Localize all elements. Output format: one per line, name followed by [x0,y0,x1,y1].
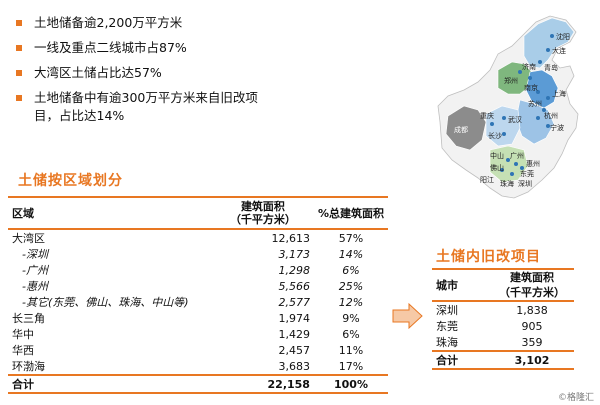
bullet-2: 一线及重点二线城市占87% [10,39,330,57]
header-area: 建筑面积 （千平方米） [211,196,314,230]
table-row: 大湾区 12,613 57% [12,231,364,245]
label-shenyang: 沈阳 [556,32,570,41]
table-row: 长三角 1,974 9% [12,311,360,325]
label-wuhan: 武汉 [508,115,522,124]
renewal-table-header: 城市 建筑面积 （千平方米） [432,268,574,302]
label-guangzhou: 广州 [510,151,524,160]
region-bohai [523,17,575,69]
label-dalian: 大连 [552,46,566,55]
region-table: 区域 建筑面积 （千平方米） %总建筑面积 大湾区 12,613 57% -深圳 3,1… [8,196,388,394]
table-row: -广州 1,298 6% [22,263,360,277]
label-ningbo: 宁波 [550,123,564,132]
table-row: -其它(东莞、佛山、珠海、中山等) 2,577 12% [22,295,364,309]
label-qingdao: 青岛 [544,63,558,72]
renewal-table: 城市 建筑面积 （千平方米） 深圳 1,838 东莞 905 珠海 359 合计 3,10… [432,268,574,370]
table-row: 深圳 1,838 [436,303,548,317]
table-row: 华西 2,457 11% [12,343,364,357]
label-zhengzhou: 郑州 [504,77,518,85]
bullet-square-icon [16,45,22,51]
table-row: 环渤海 3,683 17% [12,359,364,373]
region-table-header: 区域 建筑面积 （千平方米） %总建筑面积 [8,196,388,230]
label-yangjiang: 阳江 [480,175,494,184]
table-row: -惠州 5,566 25% [22,279,364,293]
label-chongqing: 重庆 [480,111,494,120]
table-row: 东莞 905 [436,319,543,333]
label-suzhou: 苏州 [528,99,542,108]
table-row: 华中 1,429 6% [12,327,360,341]
watermark: ©格隆汇 [557,393,594,403]
city-dots [490,34,554,176]
table-row: 珠海 359 [436,335,543,349]
label-dongguan: 东莞 [520,169,534,178]
label-hangzhou: 杭州 [544,111,558,120]
bullet-1: 土地储备逾2,200万平方米 [10,14,330,32]
header-region: 区域 [8,196,212,230]
region-table-title: 土储按区域划分 [18,173,123,189]
bullet-square-icon [16,20,22,26]
label-changsha: 长沙 [488,131,502,140]
header-city: 城市 [432,268,490,302]
bullet-square-icon [16,95,22,101]
label-foshan: 佛山 [490,163,504,172]
renewal-table-title: 土储内旧改项目 [436,249,541,265]
label-shanghai: 上海 [552,89,566,98]
label-huizhou: 惠州 [526,159,540,168]
label-shenzhen: 深圳 [518,179,532,188]
china-map: 沈阳 大连 郑州 济南 青岛 南京 上海 苏州 成都 重庆 武汉 杭州 长沙 宁… [437,15,579,199]
region-central-south [485,105,521,147]
bullet-4: 土地储备中有逾300万平方米来自旧改项 目，占比达14% [10,89,330,125]
header-pct: %总建筑面积 [313,196,388,230]
key-points: 土地储备逾2,200万平方米 一线及重点二线城市占87% 大湾区土储占比达57%… [10,14,330,132]
region-west [445,105,487,151]
region-east [525,69,559,109]
table-row: -深圳 3,173 14% [22,247,364,261]
label-jinan: 济南 [522,62,536,71]
region-greater-bay [489,145,529,183]
label-chengdu: 成都 [454,125,468,134]
table-total-row: 合计 3,102 [432,350,574,370]
header-area: 建筑面积 （千平方米） [490,268,574,302]
label-zhongshan: 中山 [490,151,504,160]
bullet-3: 大湾区土储占比达57% [10,64,330,82]
label-zhuhai: 珠海 [500,179,514,188]
right-arrow-icon [392,302,423,330]
label-nanjing: 南京 [524,83,538,92]
table-total-row: 合计 22,158 100% [8,374,388,394]
bullet-square-icon [16,70,22,76]
